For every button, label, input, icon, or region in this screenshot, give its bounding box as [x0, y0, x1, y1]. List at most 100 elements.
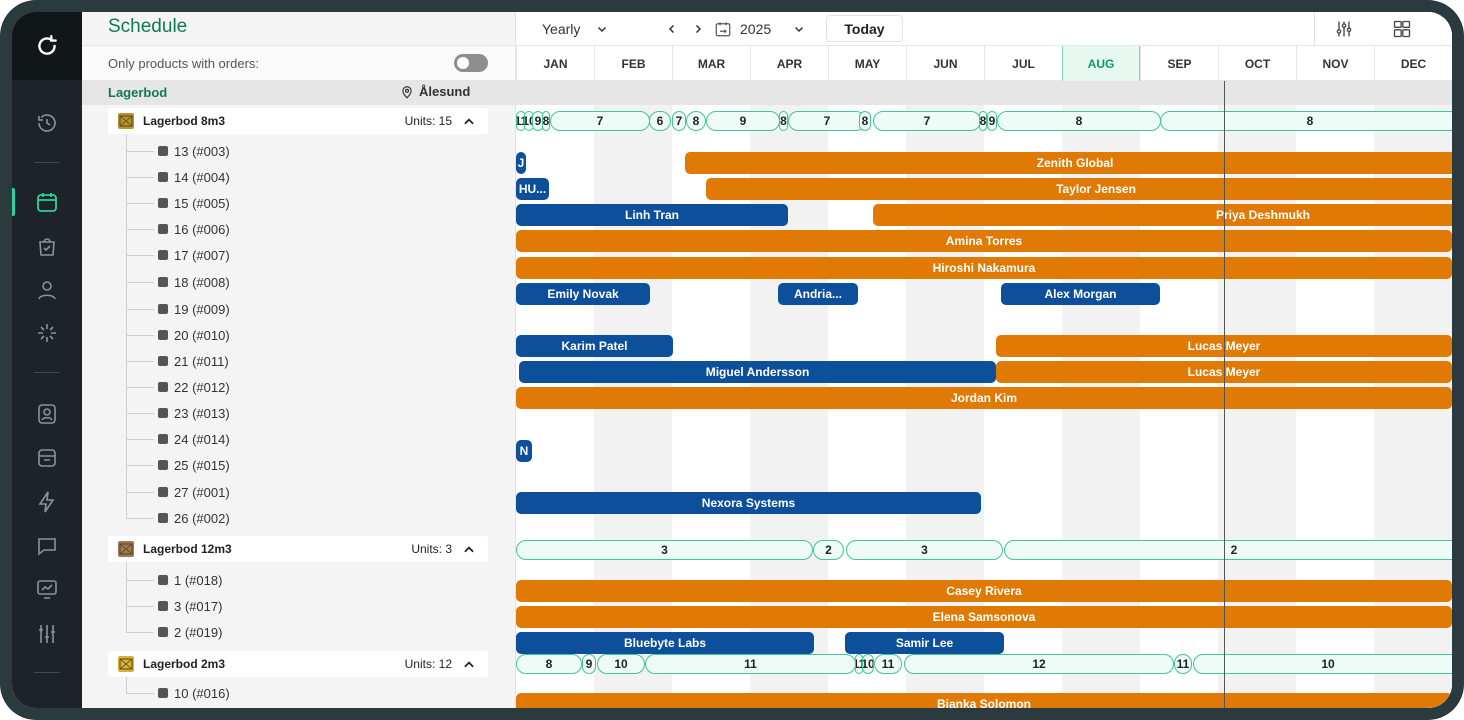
storage-box-icon: [118, 656, 134, 672]
chevron-up-icon[interactable]: [462, 657, 476, 671]
month-aug[interactable]: AUG: [1062, 46, 1140, 81]
unit-row[interactable]: 16 (#006): [158, 219, 230, 239]
bag-check-icon[interactable]: [33, 232, 61, 260]
booking-bar[interactable]: Karim Patel: [516, 335, 673, 357]
view-mode-select[interactable]: Yearly: [542, 12, 608, 46]
filter-settings-button[interactable]: [1334, 12, 1354, 46]
today-button[interactable]: Today: [826, 15, 903, 42]
unit-row[interactable]: 13 (#003): [158, 141, 230, 161]
unit-label: 1 (#018): [174, 572, 223, 588]
chevron-up-icon[interactable]: [462, 542, 476, 556]
analytics-icon[interactable]: [33, 575, 61, 603]
month-jun[interactable]: JUN: [906, 46, 984, 81]
month-feb[interactable]: FEB: [594, 46, 672, 81]
location-label[interactable]: Lagerbod: [108, 85, 168, 100]
booking-bar[interactable]: Linh Tran: [516, 204, 788, 226]
month-sep[interactable]: SEP: [1140, 46, 1218, 81]
booking-bar[interactable]: Miguel Andersson: [519, 361, 996, 383]
month-apr[interactable]: APR: [750, 46, 828, 81]
chat-icon[interactable]: [33, 532, 61, 560]
layout-toggle-button[interactable]: [1392, 12, 1412, 46]
unit-row[interactable]: 14 (#004): [158, 167, 230, 187]
refresh-logo-icon[interactable]: [12, 12, 82, 80]
booking-bar[interactable]: Jordan Kim: [516, 387, 1452, 409]
occupancy-pill: 7: [873, 111, 981, 131]
calendar-icon[interactable]: [33, 188, 61, 216]
unit-label: 13 (#003): [174, 143, 230, 159]
booking-bar[interactable]: Amina Torres: [516, 230, 1452, 252]
chevron-up-icon[interactable]: [462, 114, 476, 128]
user-icon[interactable]: [33, 276, 61, 304]
now-line: [1224, 81, 1225, 708]
booking-bar[interactable]: Zenith Global: [685, 152, 1452, 174]
group-units: Units: 3: [411, 542, 452, 556]
unit-row[interactable]: 21 (#011): [158, 351, 229, 371]
year-picker[interactable]: 2025: [714, 12, 805, 46]
booking-bar[interactable]: J: [516, 152, 526, 174]
booking-bar[interactable]: Samir Lee: [845, 632, 1004, 654]
group-row[interactable]: Lagerbod 2m3 Units: 12: [108, 651, 488, 677]
booking-bar[interactable]: Elena Samsonova: [516, 606, 1452, 628]
unit-row[interactable]: 15 (#005): [158, 193, 230, 213]
tree-branch: [126, 439, 154, 440]
month-may[interactable]: MAY: [828, 46, 906, 81]
unit-icon: [158, 460, 168, 470]
unit-row[interactable]: 17 (#007): [158, 245, 230, 265]
unit-row[interactable]: 24 (#014): [158, 429, 230, 449]
booking-bar[interactable]: Emily Novak: [516, 283, 650, 305]
booking-bar[interactable]: Bluebyte Labs: [516, 632, 814, 654]
unit-label: 2 (#019): [174, 624, 223, 640]
settings-sliders-icon: [1336, 21, 1352, 37]
unit-row[interactable]: 19 (#009): [158, 299, 230, 319]
booking-bar[interactable]: Casey Rivera: [516, 580, 1452, 602]
occupancy-pill: 10: [862, 654, 874, 674]
unit-row[interactable]: 1 (#018): [158, 570, 222, 590]
group-name: Lagerbod 2m3: [143, 657, 226, 671]
unit-row[interactable]: 26 (#002): [158, 508, 230, 528]
unit-row[interactable]: 18 (#008): [158, 272, 230, 292]
booking-bar[interactable]: Andria...: [778, 283, 858, 305]
group-row[interactable]: Lagerbod 12m3 Units: 3: [108, 536, 488, 562]
contact-card-icon[interactable]: [33, 400, 61, 428]
booking-bar[interactable]: Hiroshi Nakamura: [516, 257, 1452, 279]
booking-bar[interactable]: N: [516, 440, 532, 462]
lightning-icon[interactable]: [33, 488, 61, 516]
group-row[interactable]: Lagerbod 8m3 Units: 15: [108, 108, 488, 134]
prev-button[interactable]: [666, 12, 678, 46]
month-jan[interactable]: JAN: [516, 46, 594, 81]
sparkle-icon[interactable]: [33, 319, 61, 347]
booking-bar[interactable]: Nexora Systems: [516, 492, 981, 514]
unit-row[interactable]: 10 (#016): [158, 683, 230, 703]
unit-label: 24 (#014): [174, 431, 230, 447]
history-icon[interactable]: [33, 109, 61, 137]
unit-row[interactable]: 3 (#017): [158, 596, 222, 616]
tree-branch: [126, 632, 154, 633]
location-name[interactable]: Ålesund: [400, 84, 470, 99]
month-jul[interactable]: JUL: [984, 46, 1062, 81]
booking-bar[interactable]: Taylor Jensen: [706, 178, 1452, 200]
unit-icon: [158, 434, 168, 444]
unit-label: 20 (#010): [174, 327, 230, 343]
booking-bar[interactable]: Alex Morgan: [1001, 283, 1160, 305]
unit-row[interactable]: 27 (#001): [158, 482, 230, 502]
only-with-orders-toggle[interactable]: [454, 54, 488, 72]
month-nov[interactable]: NOV: [1296, 46, 1374, 81]
tree-branch: [126, 335, 154, 336]
booking-bar[interactable]: HU...: [516, 178, 549, 200]
month-dec[interactable]: DEC: [1374, 46, 1452, 81]
sliders-icon[interactable]: [33, 620, 61, 648]
unit-row[interactable]: 25 (#015): [158, 455, 230, 475]
next-button[interactable]: [692, 12, 704, 46]
month-mar[interactable]: MAR: [672, 46, 750, 81]
booking-bar[interactable]: Priya Deshmukh: [873, 204, 1452, 226]
booking-bar[interactable]: Bianka Solomon: [516, 693, 1452, 708]
tree-line: [126, 134, 127, 518]
unit-row[interactable]: 23 (#013): [158, 403, 230, 423]
unit-row[interactable]: 2 (#019): [158, 622, 222, 642]
occupancy-pill: 2: [1004, 540, 1452, 560]
archive-box-icon[interactable]: [33, 444, 61, 472]
filter-row: Only products with orders:: [82, 45, 515, 81]
unit-row[interactable]: 22 (#012): [158, 377, 230, 397]
unit-row[interactable]: 20 (#010): [158, 325, 230, 345]
month-oct[interactable]: OCT: [1218, 46, 1296, 81]
